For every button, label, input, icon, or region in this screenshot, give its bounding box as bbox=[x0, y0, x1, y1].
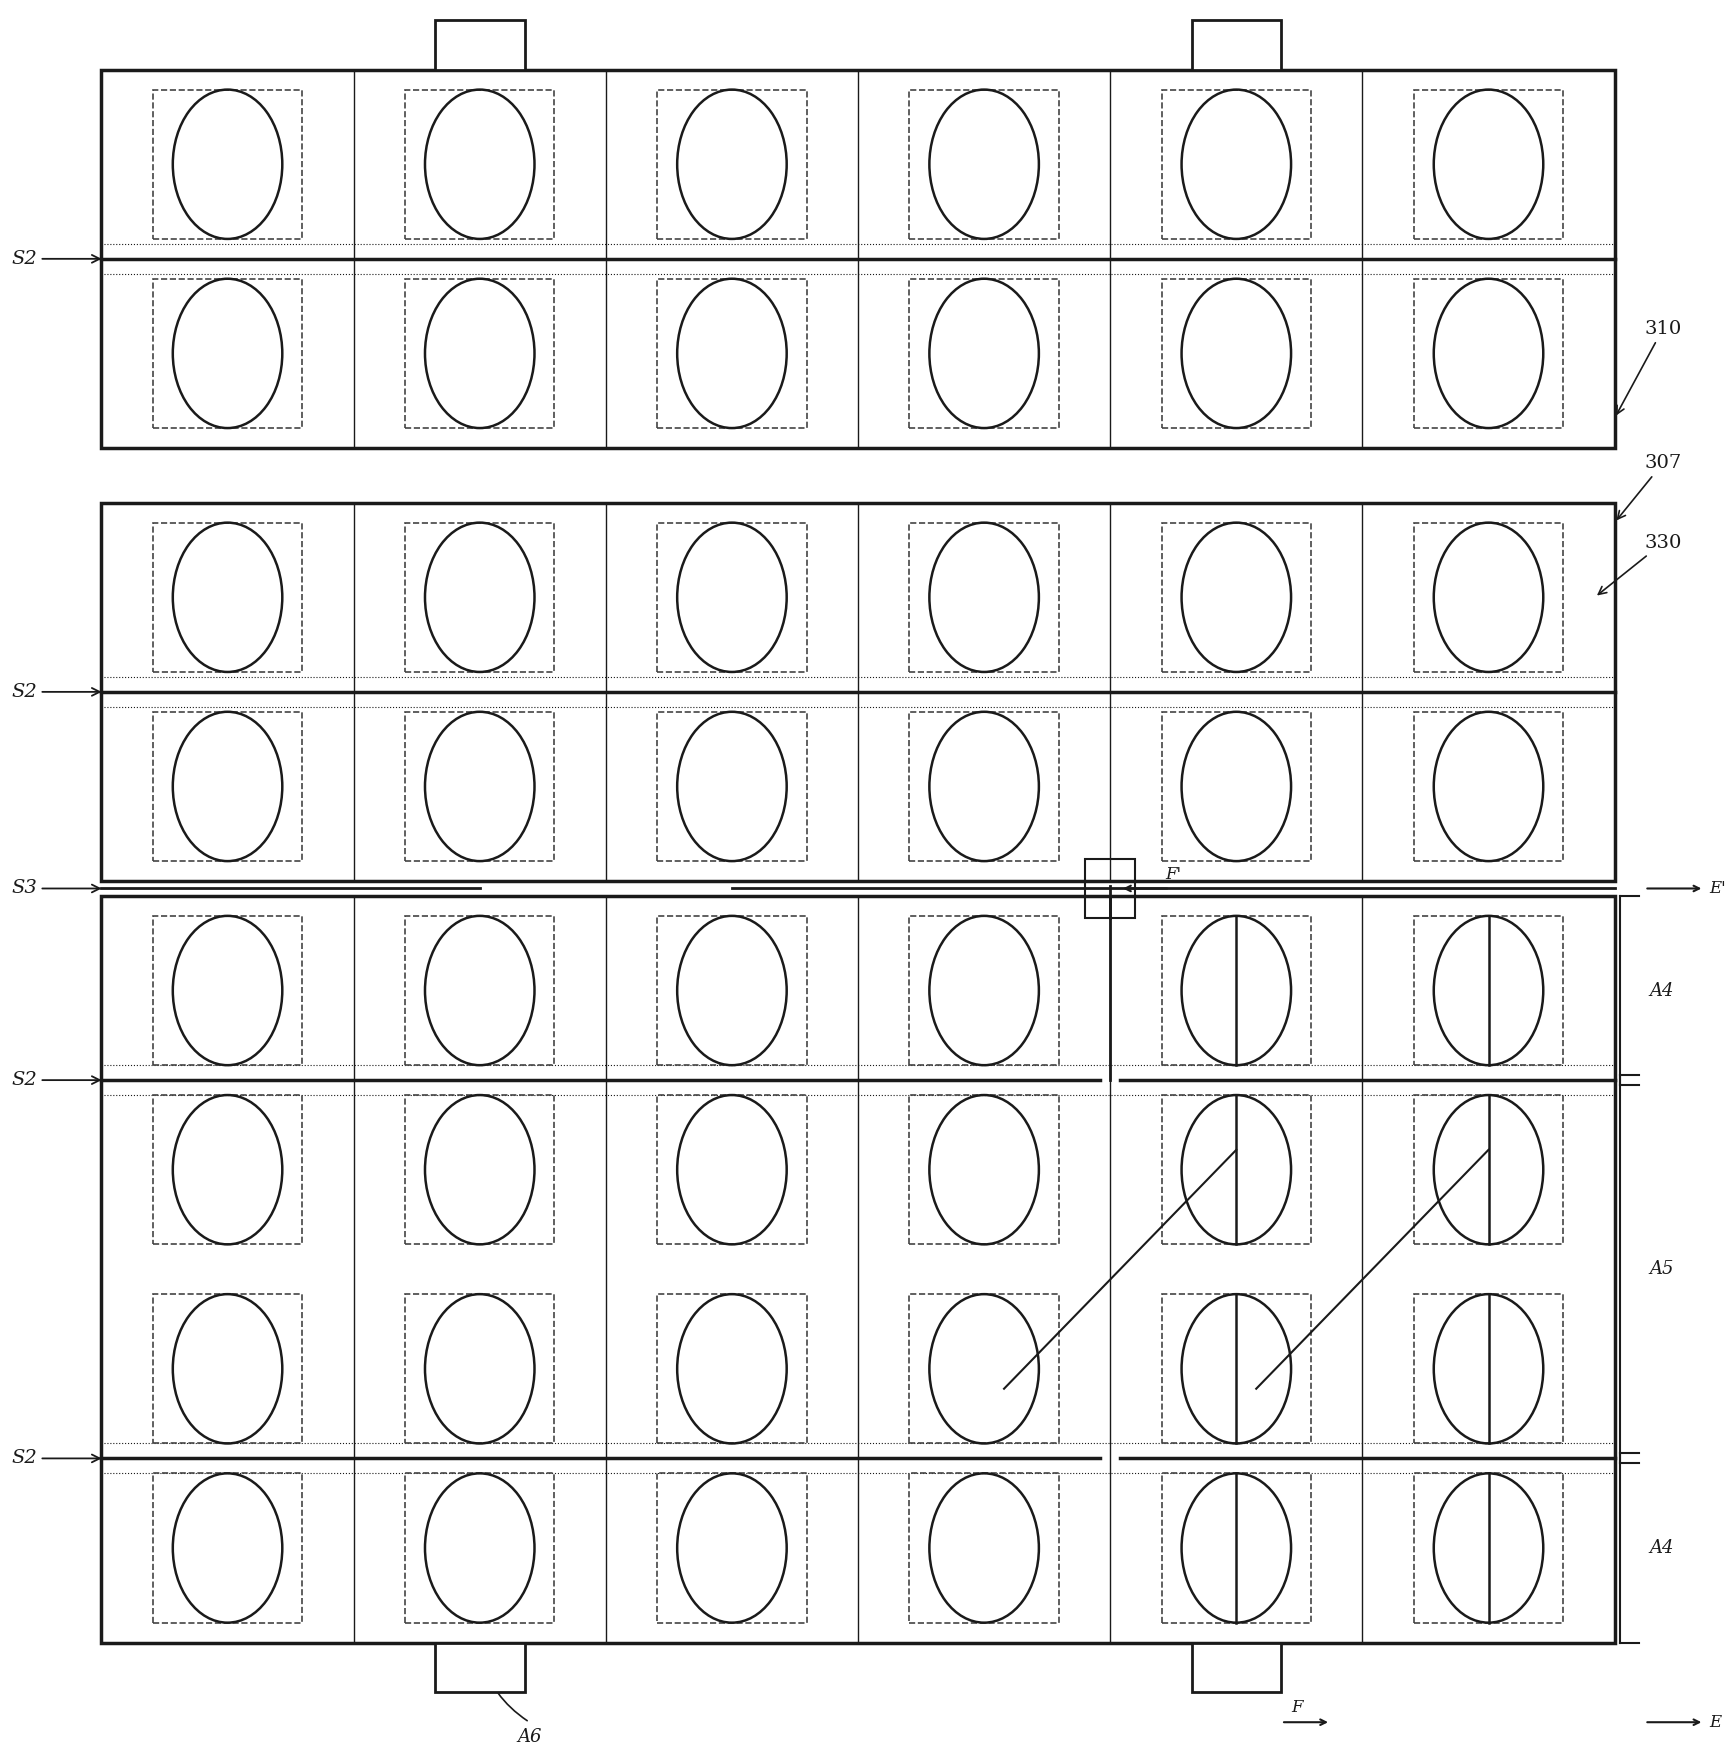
Bar bbox=[102, 70, 1614, 448]
Bar bbox=[658, 1473, 806, 1623]
Bar bbox=[1414, 1096, 1564, 1244]
Bar bbox=[154, 916, 302, 1064]
Text: A5: A5 bbox=[1650, 1260, 1674, 1279]
Bar bbox=[1162, 1295, 1312, 1443]
Bar bbox=[910, 1473, 1058, 1623]
Bar bbox=[406, 1473, 554, 1623]
Bar bbox=[658, 279, 806, 428]
Bar bbox=[154, 89, 302, 239]
Text: E: E bbox=[1709, 1714, 1721, 1731]
Bar bbox=[1162, 524, 1312, 672]
Bar bbox=[406, 524, 554, 672]
Bar bbox=[1191, 1642, 1281, 1693]
Bar bbox=[154, 1473, 302, 1623]
Bar bbox=[658, 916, 806, 1064]
Bar bbox=[658, 1295, 806, 1443]
Bar bbox=[1414, 916, 1564, 1064]
Bar bbox=[435, 19, 525, 70]
Bar bbox=[1162, 89, 1312, 239]
Bar bbox=[910, 279, 1058, 428]
Bar bbox=[1162, 1473, 1312, 1623]
Bar bbox=[406, 89, 554, 239]
Bar bbox=[910, 89, 1058, 239]
Bar bbox=[1414, 89, 1564, 239]
Bar bbox=[154, 279, 302, 428]
Bar bbox=[1086, 859, 1136, 918]
Bar bbox=[1191, 19, 1281, 70]
Bar bbox=[154, 1096, 302, 1244]
Bar bbox=[154, 712, 302, 860]
Bar bbox=[435, 1642, 525, 1693]
Bar bbox=[154, 1295, 302, 1443]
Text: 307: 307 bbox=[1617, 454, 1681, 518]
Text: A6: A6 bbox=[518, 1728, 542, 1745]
Text: E': E' bbox=[1709, 879, 1726, 897]
Bar bbox=[1162, 712, 1312, 860]
Text: 330: 330 bbox=[1598, 534, 1681, 595]
Bar bbox=[154, 524, 302, 672]
Bar bbox=[910, 916, 1058, 1064]
Bar bbox=[1414, 524, 1564, 672]
Text: 310: 310 bbox=[1617, 319, 1681, 414]
Bar bbox=[658, 712, 806, 860]
Bar bbox=[406, 916, 554, 1064]
Bar bbox=[406, 712, 554, 860]
Bar bbox=[102, 503, 1614, 881]
Text: S2: S2 bbox=[10, 1450, 100, 1468]
Bar bbox=[102, 895, 1614, 1642]
Bar bbox=[1414, 279, 1564, 428]
Bar bbox=[910, 524, 1058, 672]
Bar bbox=[1414, 712, 1564, 860]
Bar bbox=[1162, 1096, 1312, 1244]
Bar bbox=[1162, 916, 1312, 1064]
Text: S3: S3 bbox=[10, 879, 100, 897]
Text: S2: S2 bbox=[10, 682, 100, 701]
Bar bbox=[1162, 279, 1312, 428]
Text: F': F' bbox=[1165, 866, 1181, 883]
Bar bbox=[406, 1295, 554, 1443]
Bar bbox=[910, 1295, 1058, 1443]
Text: S2: S2 bbox=[10, 1071, 100, 1089]
Text: F: F bbox=[1291, 1700, 1303, 1717]
Text: A4: A4 bbox=[1650, 1539, 1674, 1557]
Bar bbox=[658, 1096, 806, 1244]
Bar bbox=[658, 524, 806, 672]
Bar bbox=[910, 712, 1058, 860]
Bar bbox=[1414, 1295, 1564, 1443]
Text: S2: S2 bbox=[10, 250, 100, 267]
Bar bbox=[406, 279, 554, 428]
Bar bbox=[1414, 1473, 1564, 1623]
Text: A4: A4 bbox=[1650, 981, 1674, 1000]
Bar bbox=[406, 1096, 554, 1244]
Bar bbox=[910, 1096, 1058, 1244]
Bar bbox=[658, 89, 806, 239]
